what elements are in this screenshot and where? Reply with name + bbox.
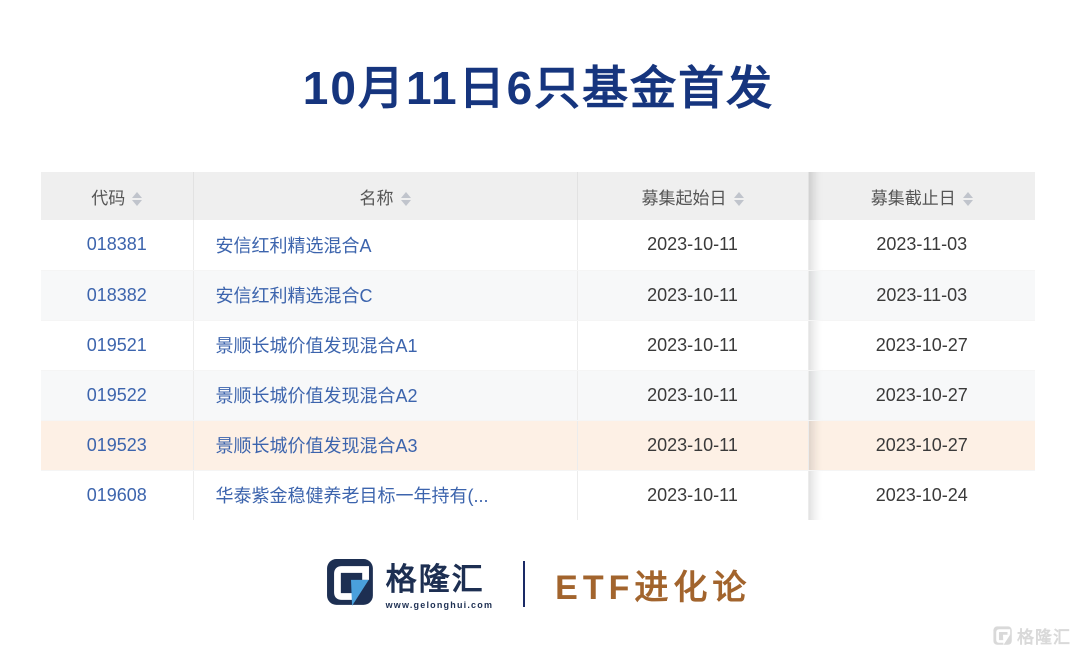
fund-name-cell: 景顺长城价值发现混合A3 <box>193 420 578 471</box>
end-date-cell: 2023-10-27 <box>808 420 1035 471</box>
fund-name-cell: 景顺长城价值发现混合A2 <box>193 370 578 421</box>
start-date-cell: 2023-10-11 <box>577 220 809 271</box>
footer: 格隆汇 www.gelonghui.com ETF进化论 <box>0 558 1077 610</box>
column-header-end-date[interactable]: 募集截止日 <box>808 172 1035 220</box>
end-date-cell: 2023-11-03 <box>808 220 1035 271</box>
brand-texts: 格隆汇 www.gelonghui.com <box>386 558 494 610</box>
column-header-start-date-label: 募集起始日 <box>641 188 727 208</box>
column-header-start-date[interactable]: 募集起始日 <box>577 172 809 220</box>
start-date-cell: 2023-10-11 <box>577 320 809 371</box>
column-header-code-label: 代码 <box>91 188 126 208</box>
end-date-cell: 2023-10-24 <box>808 470 1035 520</box>
fund-code-cell: 018381 <box>41 220 194 271</box>
table-row[interactable]: 019608 华泰紫金稳健养老目标一年持有(... 2023-10-11 202… <box>41 470 1035 520</box>
watermark-text: 格隆汇 <box>1017 628 1071 647</box>
fund-code-cell: 019523 <box>41 420 194 471</box>
watermark: 格隆汇 <box>993 623 1071 648</box>
channel-name: ETF进化论 <box>555 568 752 607</box>
brand-logo: 格隆汇 www.gelonghui.com <box>326 558 494 610</box>
start-date-cell: 2023-10-11 <box>577 420 809 471</box>
end-date-cell: 2023-10-27 <box>808 370 1035 421</box>
column-header-code[interactable]: 代码 <box>41 172 194 220</box>
end-date-cell: 2023-11-03 <box>808 270 1035 321</box>
start-date-cell: 2023-10-11 <box>577 270 809 321</box>
sort-icon[interactable] <box>962 191 973 206</box>
fund-table: 代码 名称 募集起始日 募集截止日 018381 安信红利精选混合A 2023-… <box>41 172 1035 520</box>
column-header-name-label: 名称 <box>359 188 394 208</box>
table-row[interactable]: 019522 景顺长城价值发现混合A2 2023-10-11 2023-10-2… <box>41 370 1035 421</box>
watermark-logo-icon <box>993 625 1012 645</box>
sort-icon[interactable] <box>132 191 143 206</box>
table-header-row: 代码 名称 募集起始日 募集截止日 <box>41 172 1035 220</box>
fund-code-cell: 019522 <box>41 370 194 421</box>
sort-icon[interactable] <box>733 191 744 206</box>
footer-divider <box>523 561 526 607</box>
column-header-name[interactable]: 名称 <box>193 172 578 220</box>
table-row[interactable]: 019521 景顺长城价值发现混合A1 2023-10-11 2023-10-2… <box>41 320 1035 371</box>
column-header-end-date-label: 募集截止日 <box>870 188 956 208</box>
page-title: 10月11日6只基金首发 <box>302 62 775 114</box>
start-date-cell: 2023-10-11 <box>577 470 809 520</box>
brand-url: www.gelonghui.com <box>385 600 494 610</box>
start-date-cell: 2023-10-11 <box>577 370 809 421</box>
fund-table-container: 代码 名称 募集起始日 募集截止日 018381 安信红利精选混合A 2023-… <box>41 172 1035 520</box>
table-row[interactable]: 019523 景顺长城价值发现混合A3 2023-10-11 2023-10-2… <box>41 420 1035 471</box>
fund-code-cell: 019608 <box>41 470 194 520</box>
fund-code-cell: 018382 <box>41 270 194 321</box>
fund-name-cell: 安信红利精选混合C <box>193 270 578 321</box>
sort-icon[interactable] <box>400 191 411 206</box>
end-date-cell: 2023-10-27 <box>808 320 1035 371</box>
table-row[interactable]: 018382 安信红利精选混合C 2023-10-11 2023-11-03 <box>41 270 1035 321</box>
fund-name-cell: 安信红利精选混合A <box>193 220 578 271</box>
gelonghui-logo-icon <box>326 559 373 606</box>
fund-code-cell: 019521 <box>41 320 194 371</box>
table-row[interactable]: 018381 安信红利精选混合A 2023-10-11 2023-11-03 <box>41 220 1035 271</box>
brand-name: 格隆汇 <box>385 562 485 597</box>
fund-name-cell: 景顺长城价值发现混合A1 <box>193 320 578 371</box>
fund-name-cell: 华泰紫金稳健养老目标一年持有(... <box>193 470 578 520</box>
